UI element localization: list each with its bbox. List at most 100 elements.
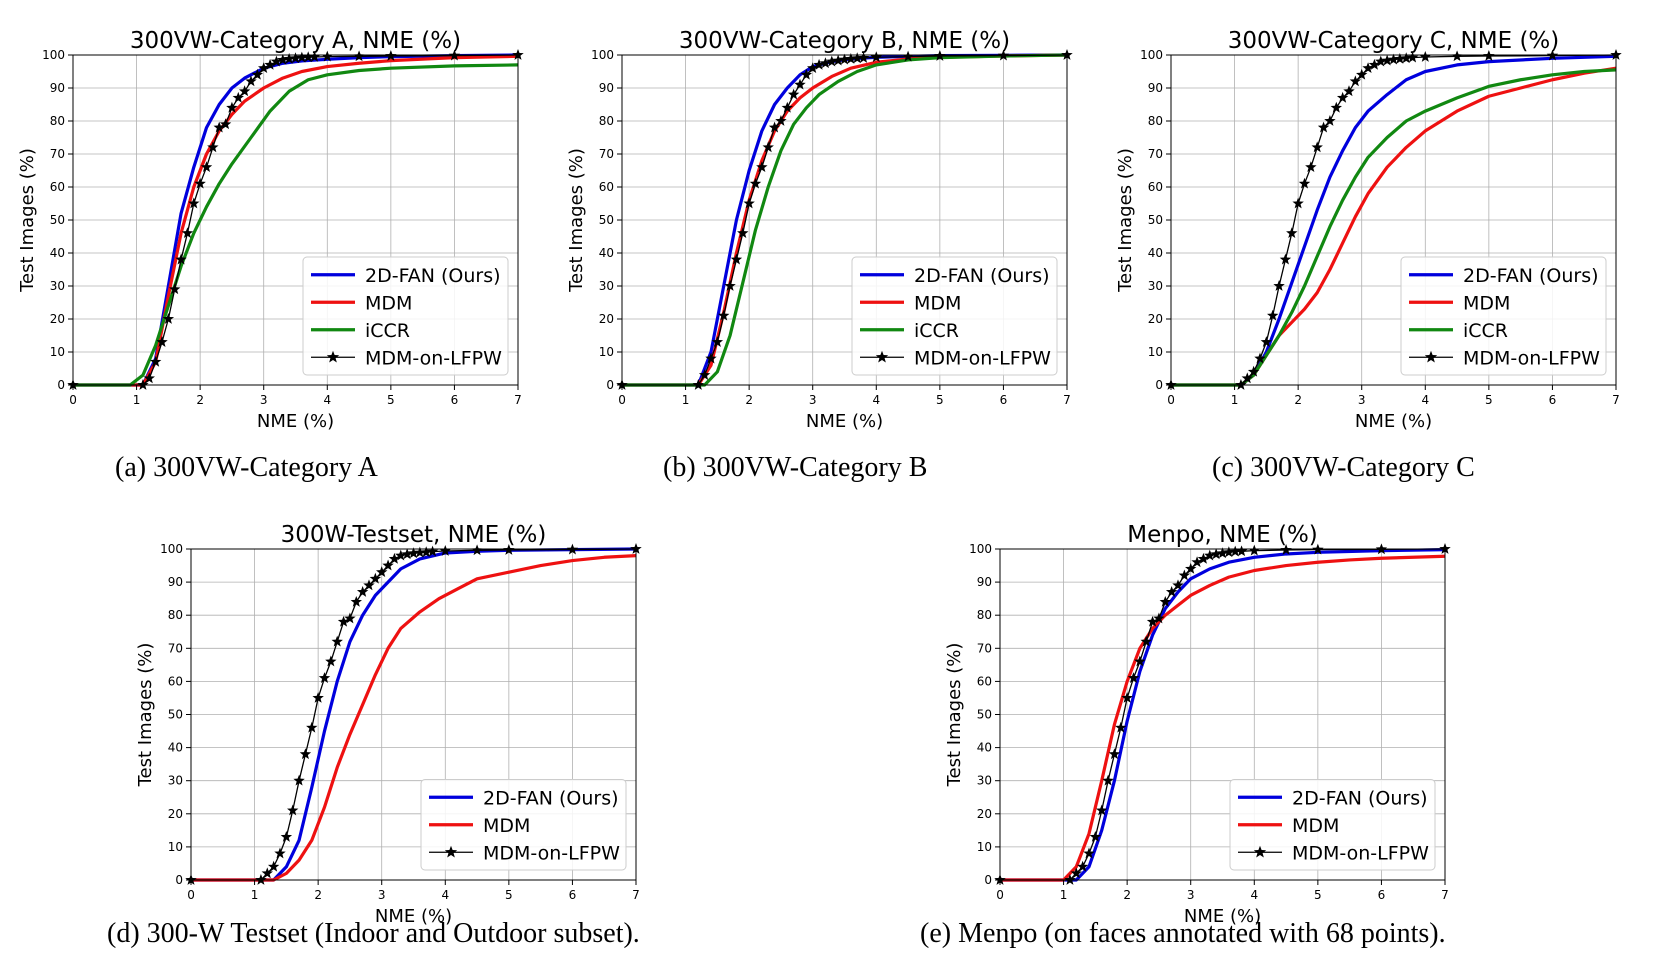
series-point-mdm-on-lfpw: [1229, 545, 1241, 557]
y-tick-label: 50: [168, 708, 183, 722]
x-tick-label: 2: [745, 393, 753, 407]
x-tick-label: 5: [936, 393, 944, 407]
series-point-mdm-on-lfpw: [1064, 874, 1076, 885]
series-point-mdm-on-lfpw: [749, 177, 762, 189]
x-tick-label: 1: [1231, 393, 1239, 407]
legend-label-mdm-on-lfpw: MDM-on-LFPW: [914, 347, 1051, 369]
series-point-mdm-on-lfpw: [724, 280, 736, 291]
legend-label-mdm: MDM: [1463, 292, 1510, 314]
series-point-mdm-on-lfpw: [743, 197, 755, 209]
series-point-mdm-on-lfpw: [376, 566, 388, 578]
y-tick-label: 70: [50, 147, 65, 161]
series-point-mdm-on-lfpw: [1273, 280, 1285, 291]
series-point-mdm-on-lfpw: [870, 51, 882, 63]
series-point-mdm-on-lfpw: [299, 748, 312, 760]
series-point-mdm-on-lfpw: [1311, 141, 1323, 153]
legend: 2D-FAN (Ours) MDM iCCR MDM-on-LFPW: [302, 256, 509, 376]
legend-label-iccr: iCCR: [365, 320, 410, 342]
chart-300vw-category-c: 0 1 2 3 4 5 6 70102030405060708090100300VW-Cate…: [1115, 28, 1622, 432]
series-point-mdm-on-lfpw: [1267, 309, 1279, 321]
series-point-mdm-on-lfpw: [232, 91, 244, 103]
y-tick-label: 30: [168, 774, 183, 788]
series-point-mdm-on-lfpw: [280, 830, 293, 842]
series-line-2d-fan-ours: [1000, 548, 1446, 882]
x-tick-label: 5: [387, 393, 395, 407]
y-tick-label: 60: [599, 180, 614, 194]
plot-group: 0 1 2 3 4 5 6 70102030405060708090100300VW-Cate…: [1115, 28, 1622, 432]
y-tick-label: 10: [977, 840, 992, 854]
y-tick-label: 40: [50, 246, 65, 260]
series-point-mdm-on-lfpw: [711, 336, 724, 347]
x-tick-label: 3: [378, 888, 386, 902]
series-point-mdm-on-lfpw: [287, 804, 299, 816]
series-point-mdm-on-lfpw: [1241, 372, 1253, 384]
series-point-mdm-on-lfpw: [439, 544, 451, 556]
x-tick-label: 0: [618, 393, 626, 407]
series-point-mdm-on-lfpw: [169, 283, 181, 295]
series-point-mdm-on-lfpw: [845, 52, 857, 64]
x-tick-label: 6: [451, 393, 459, 407]
series-point-mdm-on-lfpw: [1247, 365, 1260, 377]
series-point-mdm-on-lfpw: [1223, 546, 1235, 558]
series-point-mdm-on-lfpw: [255, 874, 267, 885]
series-line-mdm: [191, 554, 637, 882]
plot-group: 0 1 2 3 4 5 6 70102030405060708090100300W-Tests…: [135, 522, 642, 927]
chart-title: Menpo, NME (%): [1127, 522, 1318, 548]
series-point-mdm-on-lfpw: [277, 53, 289, 65]
legend: 2D-FAN (Ours) MDM MDM-on-LFPW: [1229, 779, 1436, 871]
series-point-mdm-on-lfpw: [149, 355, 162, 367]
y-tick-label: 30: [977, 774, 992, 788]
series-point-mdm-on-lfpw: [1096, 804, 1108, 816]
y-tick-label: 40: [1148, 246, 1163, 260]
x-tick-label: 7: [1612, 393, 1620, 407]
x-tick-label: 2: [1123, 888, 1131, 902]
series-point-mdm-on-lfpw: [800, 68, 813, 80]
series-point-mdm-on-lfpw: [156, 336, 168, 347]
y-tick-label: 50: [599, 213, 614, 227]
legend-marker-mdm-on-lfpw: [1424, 350, 1438, 363]
x-tick-label: 5: [1314, 888, 1322, 902]
y-axis-label: Test Images (%): [944, 643, 965, 788]
series-point-mdm-on-lfpw: [245, 75, 257, 87]
series-point-mdm-on-lfpw: [718, 309, 730, 321]
chart-300w-testset: 0 1 2 3 4 5 6 70102030405060708090100300W-Tests…: [135, 522, 642, 927]
series-point-mdm-on-lfpw: [207, 141, 219, 153]
legend-label-2d-fan-ours: 2D-FAN (Ours): [1292, 787, 1428, 809]
series-line-iccr: [1171, 68, 1617, 387]
chart-title: 300W-Testset, NME (%): [281, 522, 547, 548]
x-tick-label: 4: [872, 393, 880, 407]
series-point-mdm-on-lfpw: [730, 253, 743, 265]
caption-b: (b) 300VW-Category B: [663, 452, 928, 483]
y-tick-label: 70: [168, 641, 183, 655]
series-point-mdm-on-lfpw: [162, 313, 175, 324]
legend-label-mdm-on-lfpw: MDM-on-LFPW: [1292, 842, 1429, 864]
x-tick-label: 2: [196, 393, 204, 407]
series-point-mdm-on-lfpw: [1254, 352, 1266, 364]
x-tick-label: 4: [323, 393, 331, 407]
series-point-mdm-on-lfpw: [794, 78, 806, 90]
series-point-mdm-on-lfpw: [630, 543, 642, 554]
series-point-mdm-on-lfpw: [337, 615, 350, 627]
legend-box: [302, 256, 509, 376]
y-tick-label: 70: [977, 641, 992, 655]
series-point-mdm-on-lfpw: [1070, 867, 1082, 879]
series-point-mdm-on-lfpw: [1406, 51, 1419, 63]
series-point-mdm-on-lfpw: [1400, 52, 1412, 64]
y-axis-label: Test Images (%): [1115, 148, 1136, 293]
series-point-mdm-on-lfpw: [807, 62, 819, 74]
series-point-mdm-on-lfpw: [382, 559, 394, 571]
y-tick-label: 70: [1148, 147, 1163, 161]
series-point-mdm-on-lfpw: [1197, 552, 1210, 564]
legend-marker-mdm-on-lfpw: [444, 845, 458, 858]
y-tick-label: 30: [599, 279, 614, 293]
series-point-mdm-on-lfpw: [312, 691, 324, 703]
series-point-mdm-on-lfpw: [1165, 586, 1178, 597]
caption-d: (d) 300-W Testset (Indoor and Outdoor su…: [107, 918, 640, 949]
series-point-mdm-on-lfpw: [826, 55, 838, 67]
y-tick-label: 90: [1148, 81, 1163, 95]
series-point-mdm-on-lfpw: [902, 50, 914, 62]
series-point-mdm-on-lfpw: [414, 546, 426, 558]
y-tick-label: 100: [591, 48, 614, 62]
